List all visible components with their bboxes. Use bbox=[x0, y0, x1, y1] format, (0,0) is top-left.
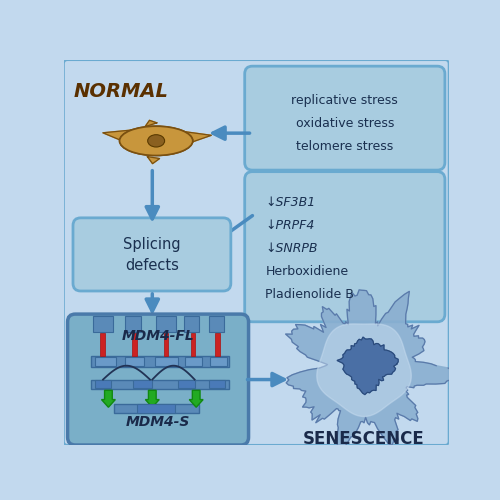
Text: Splicing
defects: Splicing defects bbox=[124, 237, 181, 273]
Text: ↓SNRPB: ↓SNRPB bbox=[266, 242, 318, 255]
Bar bbox=[126, 357, 144, 366]
Polygon shape bbox=[103, 129, 141, 148]
Text: NORMAL: NORMAL bbox=[74, 82, 169, 100]
Text: ↓PRPF4: ↓PRPF4 bbox=[266, 219, 315, 232]
Bar bbox=[90, 380, 230, 389]
Text: telomere stress: telomere stress bbox=[296, 140, 394, 152]
Text: SENESCENCE: SENESCENCE bbox=[303, 430, 425, 448]
Polygon shape bbox=[337, 337, 398, 394]
Bar bbox=[208, 316, 224, 332]
Text: oxidative stress: oxidative stress bbox=[296, 116, 394, 130]
Bar bbox=[132, 334, 137, 356]
Bar bbox=[93, 316, 113, 332]
Bar bbox=[186, 357, 202, 366]
Ellipse shape bbox=[148, 134, 164, 147]
Bar bbox=[164, 334, 168, 356]
Bar bbox=[100, 334, 104, 356]
Polygon shape bbox=[145, 120, 157, 126]
Polygon shape bbox=[172, 130, 212, 148]
FancyBboxPatch shape bbox=[244, 66, 445, 170]
Bar bbox=[154, 357, 178, 366]
Bar bbox=[210, 357, 227, 366]
Text: Herboxidiene: Herboxidiene bbox=[266, 265, 348, 278]
Bar bbox=[94, 357, 116, 366]
Bar bbox=[191, 334, 196, 356]
Bar bbox=[90, 356, 230, 367]
FancyBboxPatch shape bbox=[244, 172, 445, 322]
Bar bbox=[184, 316, 200, 332]
Bar bbox=[137, 404, 175, 413]
Bar bbox=[208, 380, 226, 388]
Ellipse shape bbox=[120, 126, 192, 156]
Text: replicative stress: replicative stress bbox=[292, 94, 398, 106]
Polygon shape bbox=[317, 324, 412, 416]
Polygon shape bbox=[286, 290, 460, 452]
FancyBboxPatch shape bbox=[73, 218, 231, 291]
Text: MDM4-FL: MDM4-FL bbox=[122, 328, 194, 342]
Bar bbox=[133, 380, 152, 388]
Ellipse shape bbox=[120, 126, 192, 156]
Polygon shape bbox=[148, 156, 160, 164]
FancyBboxPatch shape bbox=[64, 60, 449, 445]
FancyArrow shape bbox=[190, 390, 203, 407]
Bar bbox=[114, 404, 198, 413]
Bar bbox=[156, 316, 176, 332]
FancyBboxPatch shape bbox=[68, 314, 248, 445]
Bar bbox=[216, 334, 220, 356]
Bar bbox=[178, 380, 194, 388]
Bar bbox=[126, 316, 141, 332]
Text: ↓SF3B1: ↓SF3B1 bbox=[266, 196, 316, 209]
Text: Pladienolide B: Pladienolide B bbox=[266, 288, 354, 302]
Text: MDM4-S: MDM4-S bbox=[126, 415, 190, 429]
FancyArrow shape bbox=[102, 390, 116, 407]
Bar bbox=[94, 380, 112, 388]
FancyArrow shape bbox=[146, 390, 159, 407]
